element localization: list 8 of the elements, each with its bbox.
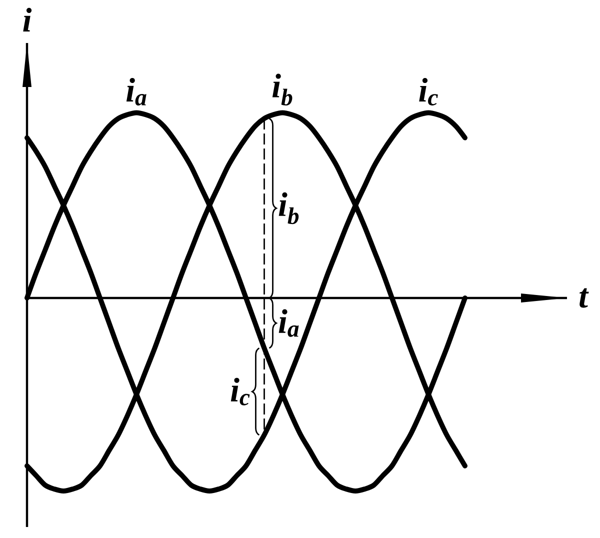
- annotation: i$_{a}$: [278, 309, 299, 337]
- annotation: i$_{b}$: [278, 192, 299, 224]
- series-label: i$_{c}$: [419, 78, 438, 106]
- series-label: i$_{a}$: [126, 78, 146, 106]
- series-label: i$_{b}$: [272, 74, 292, 106]
- y-axis-title: i: [23, 8, 32, 32]
- annotation: i$_{c}$: [230, 378, 250, 406]
- x-axis-title: t: [580, 288, 589, 308]
